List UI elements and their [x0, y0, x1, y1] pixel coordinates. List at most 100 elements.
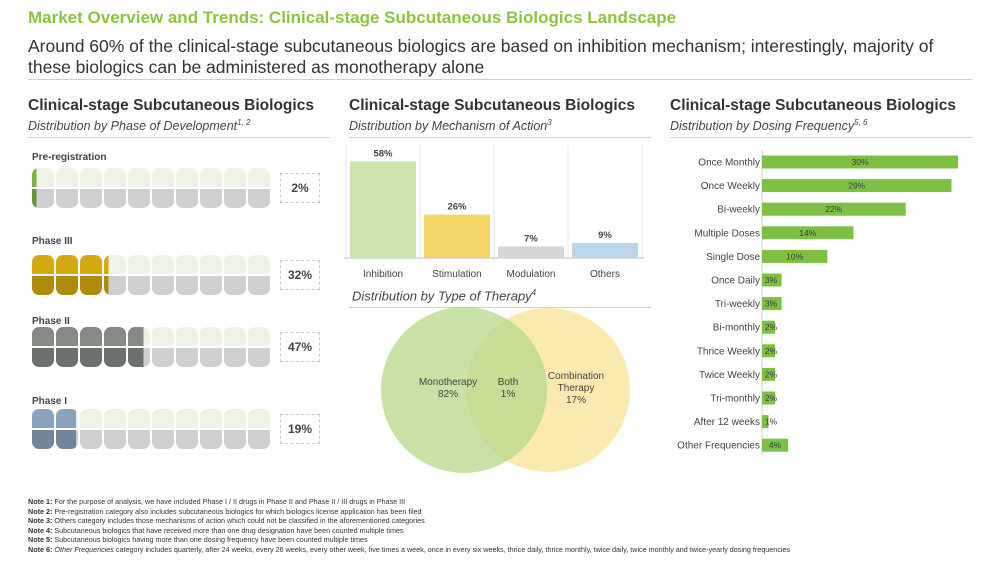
- dosing-bar: [762, 273, 782, 287]
- phase-pill: [80, 168, 102, 208]
- dosing-value-label: 22%: [825, 204, 842, 214]
- phase-pill: [152, 409, 174, 449]
- moa-value-label: 7%: [524, 233, 538, 244]
- phase-pill: [104, 327, 126, 367]
- dosing-bar: [762, 415, 769, 429]
- dosing-value-label: 2%: [765, 322, 778, 332]
- moa-value-label: 26%: [447, 202, 467, 213]
- dosing-value-label: 14%: [799, 228, 816, 238]
- phase-pill: [32, 168, 54, 208]
- footnote: Note 2: Pre-registration category also i…: [28, 506, 422, 516]
- dosing-category-label: Once Monthly: [698, 158, 760, 169]
- phase-percent-label: 32%: [280, 260, 320, 290]
- phase-pill: [128, 255, 150, 295]
- phase-label: Phase III: [32, 236, 73, 247]
- moa-category-label: Modulation: [507, 269, 556, 280]
- dosing-bar: [762, 249, 828, 263]
- phase-percent-label: 19%: [280, 414, 320, 444]
- dosing-category-label: Once Daily: [711, 276, 760, 287]
- footnote: Note 5: Subcutaneous biologics having mo…: [28, 535, 368, 544]
- phase-pill: [248, 409, 270, 449]
- dosing-category-label: Bi-weekly: [717, 205, 760, 216]
- combination-label: Combination: [548, 371, 604, 382]
- dosing-value-label: 29%: [848, 181, 865, 191]
- moa-value-label: 9%: [598, 230, 612, 241]
- dosing-value-label: 4%: [769, 440, 782, 450]
- phase-panel-divider: [28, 137, 330, 138]
- moa-panel-divider: [349, 137, 651, 138]
- footnote: Note 4: Subcutaneous biologics that have…: [28, 525, 404, 535]
- dosing-bar: [762, 367, 776, 381]
- monotherapy-label: Monotherapy: [419, 377, 477, 388]
- dosing-bar: [762, 226, 854, 240]
- phase-pill: [224, 409, 246, 449]
- phase-pill-row: [32, 255, 272, 295]
- dosing-value-label: 30%: [851, 157, 868, 167]
- footnote: Note 6: Other Frequencies category inclu…: [28, 544, 791, 554]
- dosing-value-label: 1%: [765, 417, 778, 427]
- phase-pill: [224, 168, 246, 208]
- moa-category-label: Inhibition: [363, 269, 403, 280]
- dosing-bar: [762, 202, 906, 216]
- phase-pill: [32, 409, 54, 449]
- dosing-bar: [762, 179, 952, 193]
- moa-bar: [572, 243, 638, 258]
- phase-pill: [200, 168, 222, 208]
- phase-pill: [128, 327, 150, 367]
- moa-value-label: 58%: [373, 148, 393, 159]
- phase-pill: [104, 255, 126, 295]
- moa-category-label: Others: [590, 269, 620, 280]
- phase-pill: [80, 255, 102, 295]
- footnote: Note 1: For the purpose of analysis, we …: [28, 497, 406, 506]
- dosing-category-label: Twice Weekly: [699, 370, 760, 381]
- phase-pill-row: [32, 327, 272, 367]
- page-title: Market Overview and Trends: Clinical-sta…: [28, 8, 677, 27]
- phase-label: Pre-registration: [32, 152, 107, 163]
- dosing-bar: [762, 297, 782, 311]
- phase-pill: [104, 409, 126, 449]
- moa-category-label: Stimulation: [432, 269, 481, 280]
- dosing-bar-chart: Once Monthly 30% Once Weekly 29% Bi-weekly 22…: [677, 150, 958, 455]
- phase-pill: [224, 327, 246, 367]
- dosing-value-label: 2%: [765, 346, 778, 356]
- dosing-panel-title: Clinical-stage Subcutaneous Biologics: [670, 97, 956, 114]
- phase-pill: [200, 409, 222, 449]
- phase-pill: [56, 255, 78, 295]
- dosing-panel-subtitle: Distribution by Dosing Frequency5, 6: [670, 118, 868, 134]
- phase-pill: [32, 255, 54, 295]
- moa-panel-title: Clinical-stage Subcutaneous Biologics: [349, 97, 635, 114]
- dosing-category-label: Tri-weekly: [715, 299, 760, 310]
- dosing-value-label: 3%: [765, 299, 778, 309]
- phase-pill: [56, 168, 78, 208]
- phase-pill: [128, 409, 150, 449]
- phase-pill: [56, 327, 78, 367]
- phase-pill: [176, 168, 198, 208]
- moa-bar: [498, 246, 564, 258]
- phase-pill: [152, 255, 174, 295]
- combination-value: 17%: [566, 395, 586, 406]
- phase-label: Phase I: [32, 396, 68, 407]
- phase-pill: [32, 327, 54, 367]
- phase-pill: [224, 255, 246, 295]
- dosing-category-label: After 12 weeks: [694, 417, 760, 428]
- dosing-bar: [762, 438, 789, 452]
- phase-pill: [248, 168, 270, 208]
- moa-panel-subtitle: Distribution by Mechanism of Action3: [349, 118, 552, 134]
- phase-pill-row: [32, 168, 272, 208]
- phase-pill-row: [32, 409, 272, 449]
- dosing-bar: [762, 155, 958, 169]
- overlap-value: 1%: [501, 389, 516, 400]
- moa-bar: [424, 214, 490, 258]
- footnote: Note 3: Others category includes those m…: [28, 516, 425, 525]
- dosing-category-label: Once Weekly: [701, 181, 760, 192]
- monotherapy-value: 82%: [438, 389, 458, 400]
- phase-percent-label: 2%: [280, 173, 320, 203]
- phase-pill: [176, 409, 198, 449]
- combination-label: Therapy: [558, 383, 595, 394]
- phase-pill: [176, 255, 198, 295]
- therapy-panel-subtitle: Distribution by Type of Therapy4: [352, 288, 537, 304]
- phase-pill: [56, 409, 78, 449]
- dosing-category-label: Thrice Weekly: [697, 346, 760, 357]
- dosing-value-label: 2%: [765, 369, 778, 379]
